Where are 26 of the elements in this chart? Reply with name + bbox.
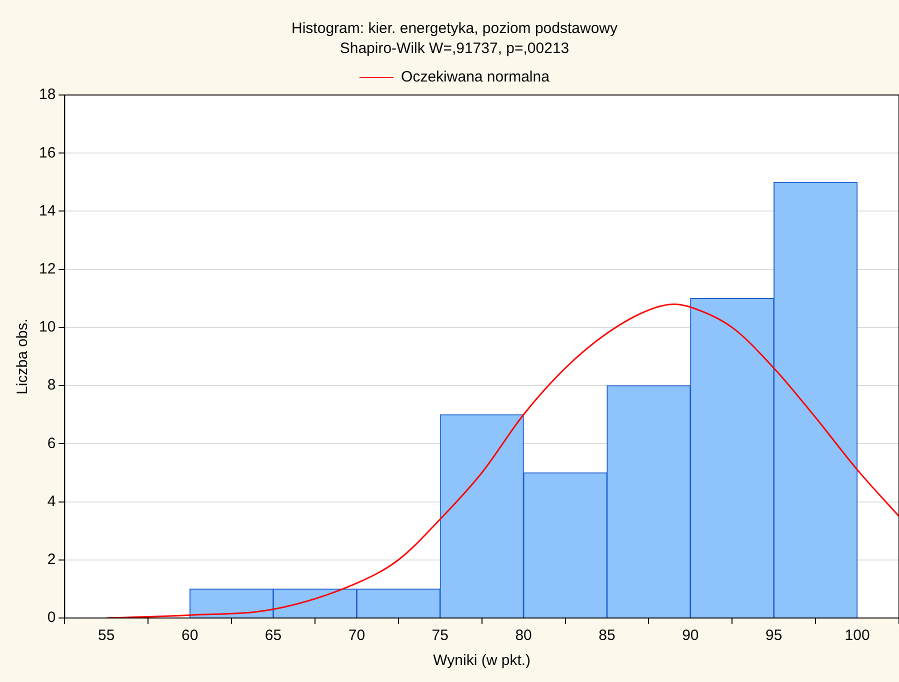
x-tick-label: 55 (98, 627, 115, 644)
chart-subtitle: Shapiro-Wilk W=,91737, p=,00213 (340, 40, 570, 58)
x-axis-title: Wyniki (w pkt.) (433, 652, 531, 670)
y-tick-label: 12 (38, 260, 56, 278)
y-tick-label: 0 (47, 609, 56, 626)
x-tick-label: 60 (181, 627, 198, 644)
y-tick-label: 6 (47, 434, 56, 452)
y-tick-label: 18 (38, 86, 56, 104)
y-tick-label: 14 (38, 202, 56, 220)
x-tick-label: 85 (598, 627, 616, 644)
x-tick-label: 65 (264, 627, 282, 644)
x-tick-label: 75 (432, 627, 448, 644)
y-tick-label: 8 (47, 376, 56, 394)
x-tick-label: 95 (766, 627, 782, 644)
legend-label: Oczekiwana normalna (401, 68, 550, 86)
y-axis-title: Liczba obs. (14, 318, 32, 394)
chart-title: Histogram: kier. energetyka, poziom podstawowy (292, 20, 618, 38)
y-tick-label: 10 (38, 318, 56, 336)
x-tick-label: 90 (682, 627, 699, 644)
y-tick-label: 4 (47, 492, 56, 510)
y-tick-label: 2 (47, 551, 56, 568)
y-tick-label: 16 (38, 144, 56, 162)
x-tick-label: 80 (515, 627, 532, 644)
x-tick-label: 100 (844, 627, 870, 644)
x-tick-label: 70 (348, 627, 366, 644)
line-series (106, 303, 899, 618)
